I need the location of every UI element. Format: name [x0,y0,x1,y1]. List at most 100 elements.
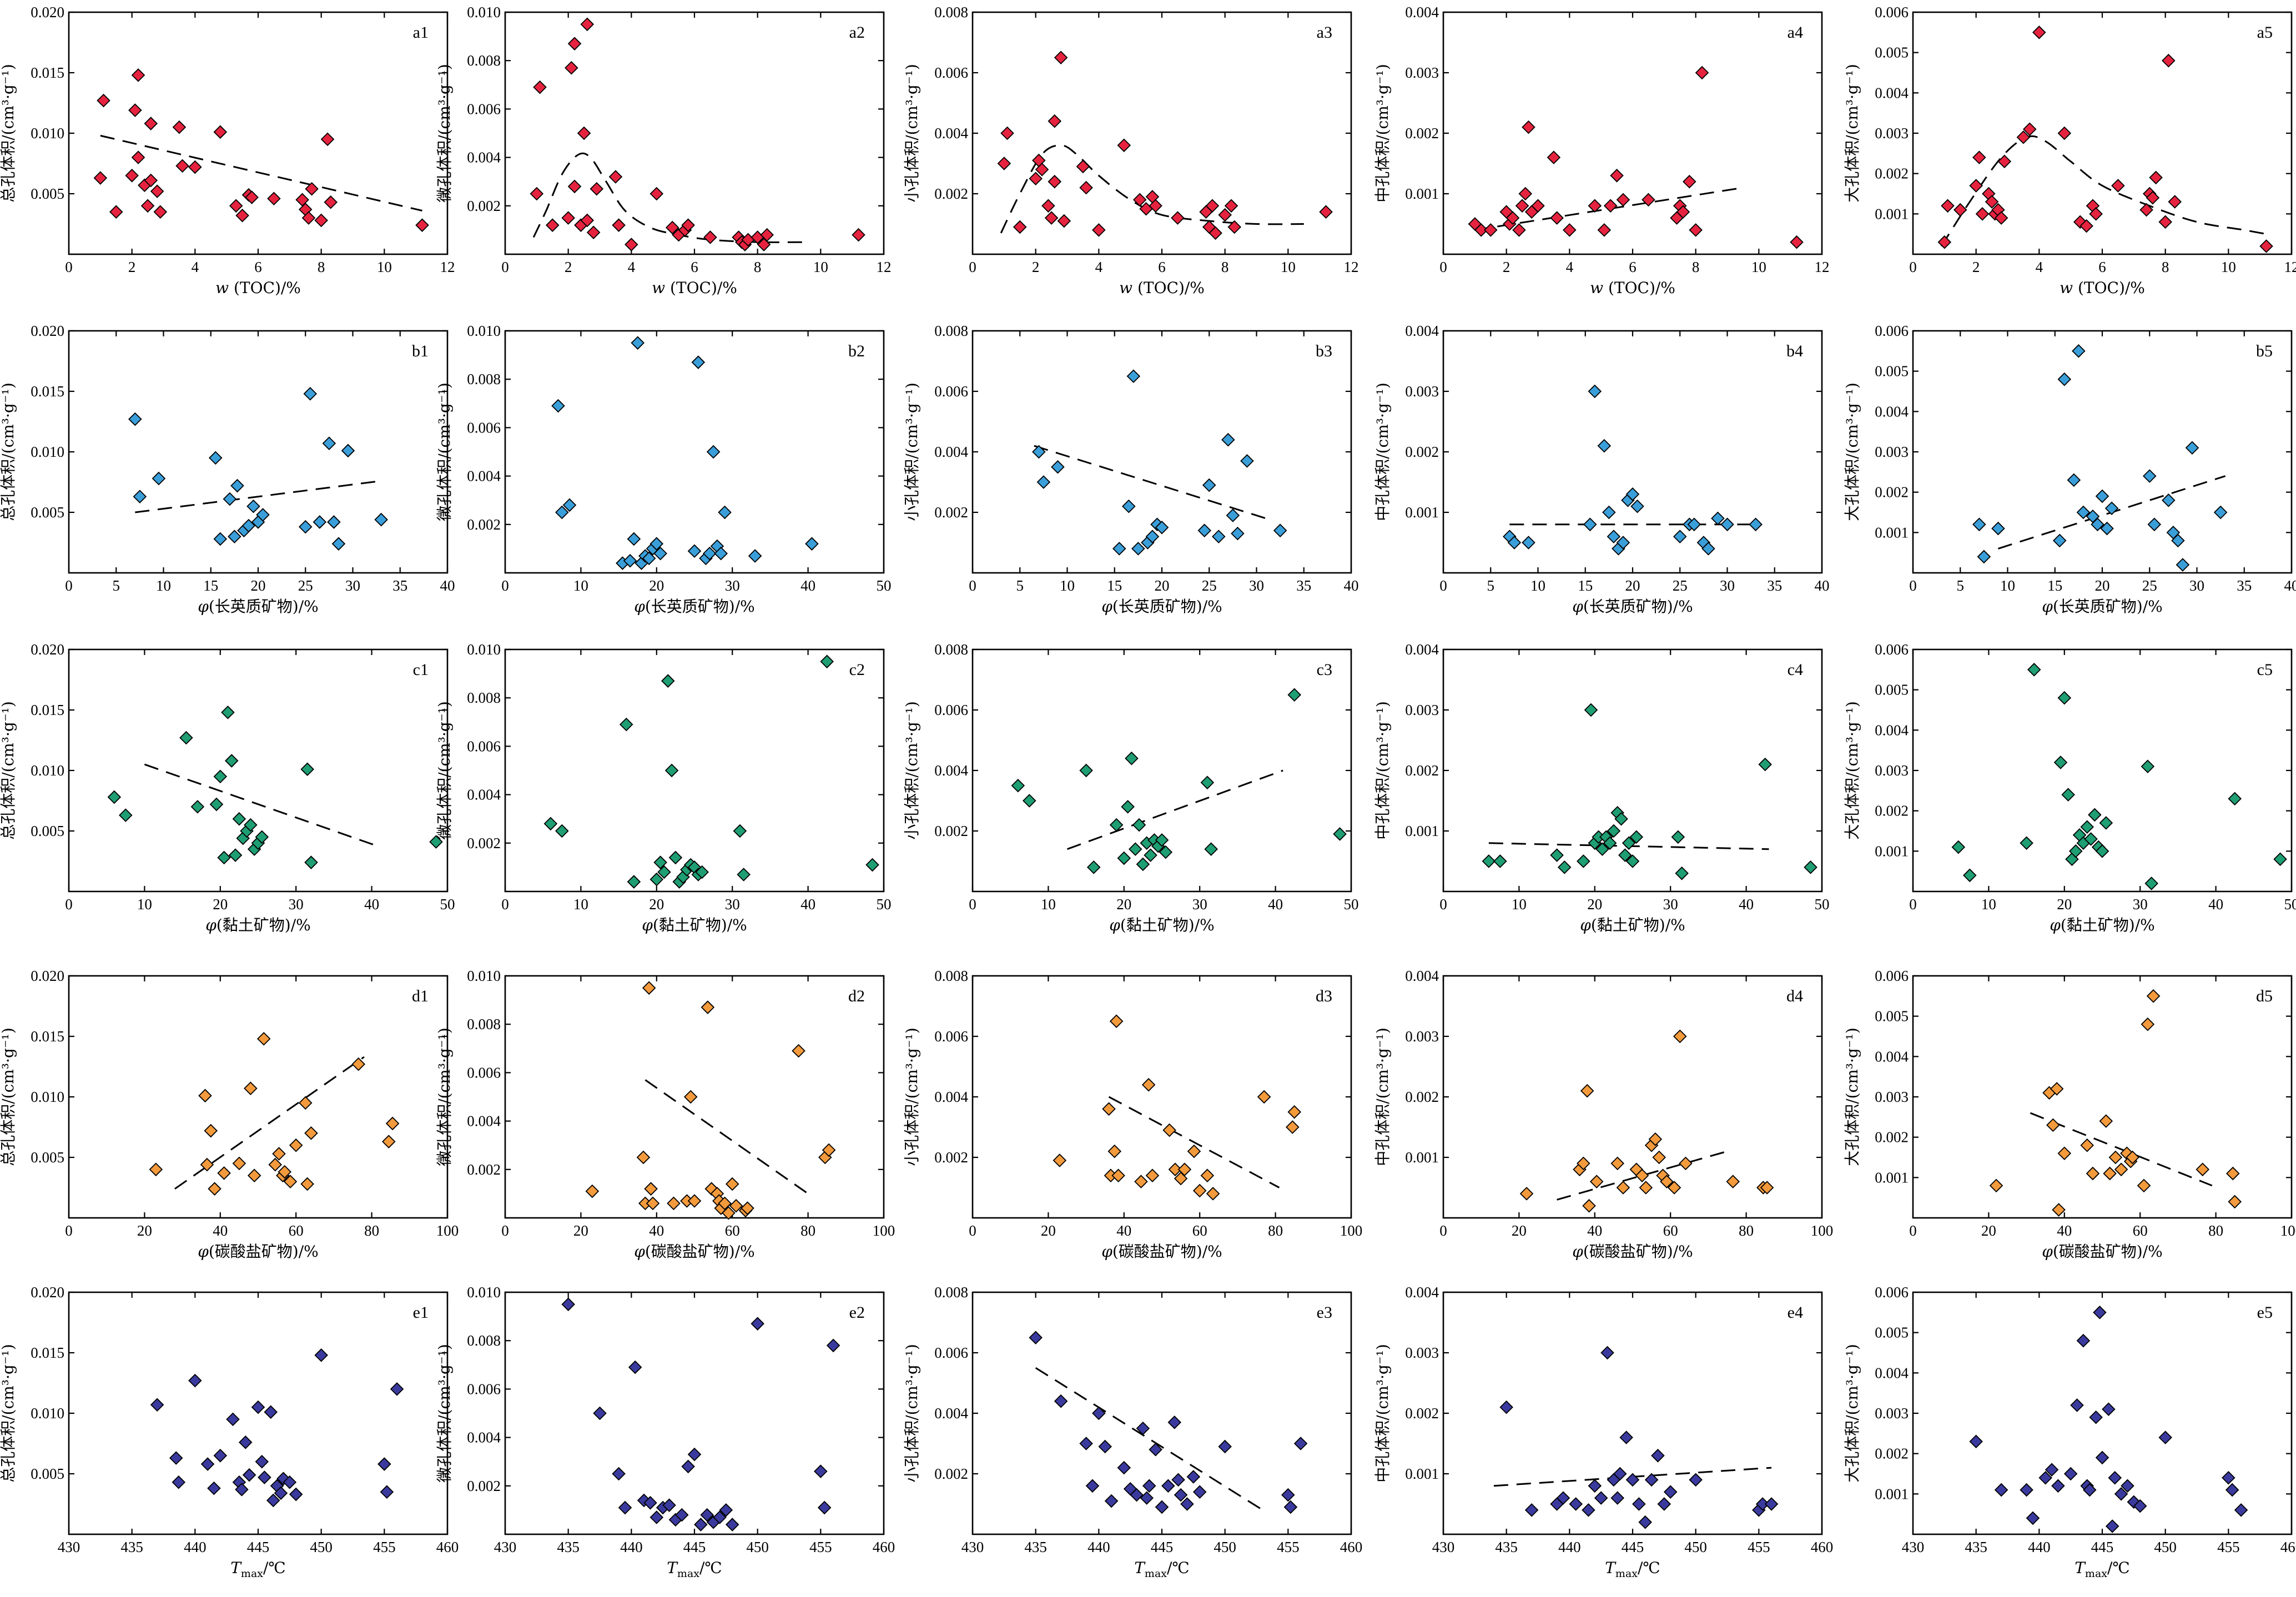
data-point [683,1090,698,1104]
y-tick-label: 0.004 [467,149,501,166]
data-point [2102,1402,2116,1417]
y-tick-label: 0.010 [467,968,501,984]
data-point [2099,1114,2113,1128]
x-tick-label: 40 [1344,577,1359,594]
data-point [2141,759,2155,774]
panel-a4: 0 2 4 6 8 10 12 0.001 0.002 0.003 0.004 w (TOC)/% 中孔… [1373,4,1830,297]
data-point [2068,844,2083,858]
data-point [2147,517,2162,532]
x-tick-label: 30 [725,896,740,913]
data-point [1319,205,1333,219]
data-point [272,1147,286,1161]
data-point [2133,1499,2147,1513]
x-axis-title: w (TOC)/% [2060,279,2145,297]
data-point [1224,199,1238,213]
x-tick-label: 20 [1625,577,1640,594]
trend-line [100,134,422,211]
data-point [631,336,645,350]
x-tick-label: 35 [392,577,407,594]
panel-d2: 0 20 40 60 80 100 0.002 0.004 0.006 0.008 0.010 φ(碳… [435,968,895,1261]
x-tick-label: 0 [969,896,976,913]
x-axis-title: φ(黏土矿物)/% [205,916,311,934]
data-point [1086,860,1101,874]
x-tick-label: 40 [1815,577,1830,594]
x-tick-label: 0 [501,896,509,913]
data-point [1644,1473,1659,1487]
y-tick-label: 0.008 [934,641,968,658]
data-point [327,515,341,529]
x-tick-label: 80 [1268,1222,1283,1239]
x-tick-label: 40 [2208,896,2223,913]
x-tick-label: 40 [800,896,815,913]
data-point [713,1510,727,1524]
data-point [1145,530,1160,543]
data-point [1293,1437,1308,1450]
data-point [646,1196,660,1211]
x-tick-label: 20 [1981,1222,1996,1239]
data-point [2158,1430,2172,1444]
x-tick-label: 25 [1202,577,1217,594]
x-tick-label: 20 [1041,1222,1056,1239]
panel-label: b4 [1786,342,1803,360]
data-point [1281,1488,1295,1502]
y-tick-label: 0.006 [1875,4,1909,21]
x-tick-label: 0 [501,1222,509,1239]
data-point [2162,493,2176,507]
data-point [1588,1479,1602,1493]
x-tick-label: 20 [213,896,228,913]
x-axis-title: φ(长英质矿物)/% [1572,597,1693,616]
data-point [1128,842,1142,856]
trend-line [2030,1112,2213,1187]
data-point [1519,1187,1534,1201]
x-axis-title: φ(黏土矿物)/% [642,916,747,934]
x-tick-label: 20 [1116,896,1131,913]
data-point [258,1470,271,1484]
y-tick-label: 0.002 [1875,1445,1909,1462]
data-point [228,848,243,862]
data-point [1053,1153,1067,1167]
data-point [718,1196,732,1211]
data-point [657,865,671,879]
data-point [1642,193,1655,207]
x-tick-label: 0 [1909,259,1917,275]
x-tick-label: 435 [1965,1539,1987,1555]
data-point [232,812,246,826]
plot-frame [1442,1291,1823,1535]
data-point [1187,1144,1201,1158]
y-tick-label: 0.015 [31,1344,64,1361]
data-point [664,763,679,778]
x-tick-label: 4 [2036,259,2043,275]
data-point [649,1510,664,1524]
panel-label: d1 [412,987,429,1005]
y-tick-label: 0.005 [1875,682,1909,698]
x-tick-label: 8 [318,259,325,275]
y-tick-label: 0.004 [467,468,501,485]
y-tick-label: 0.005 [1875,44,1909,61]
data-point [213,769,228,784]
data-point [1635,1168,1649,1182]
data-point [1524,1503,1539,1517]
y-tick-label: 0.010 [467,641,501,658]
x-tick-label: 40 [440,577,455,594]
data-point [2057,126,2072,140]
y-tick-label: 0.010 [31,762,64,779]
y-tick-label: 0.008 [934,1284,968,1301]
data-point [1507,536,1522,550]
y-tick-label: 0.005 [1875,1324,1909,1341]
y-tick-label: 0.008 [934,323,968,339]
x-tick-label: 10 [573,896,588,913]
data-point [1651,1449,1665,1463]
data-point [618,1500,632,1515]
x-tick-label: 2 [1972,259,1980,275]
data-point [820,654,834,669]
data-point [380,1485,394,1499]
data-point [1109,1014,1124,1029]
x-axis-title: Tmax/℃ [1605,1559,1660,1580]
data-point [150,1398,164,1412]
panel-d1: 0 20 40 60 80 100 0.005 0.010 0.015 0.020 φ(碳酸盐矿物)… [0,968,459,1261]
x-tick-label: 40 [649,1222,664,1239]
data-point [1676,205,1690,219]
data-point [140,199,155,213]
data-point [722,1206,736,1220]
data-point [741,1201,754,1215]
